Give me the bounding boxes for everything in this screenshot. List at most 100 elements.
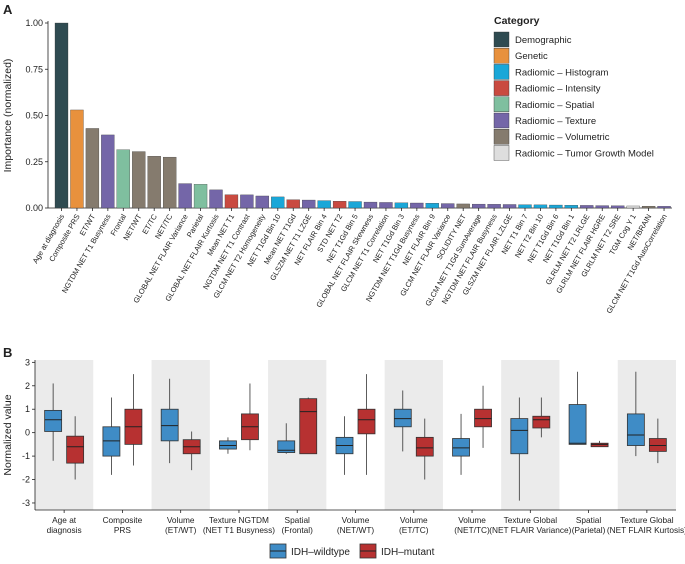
background-band bbox=[151, 360, 210, 510]
legend-label: Radiomic – Intensity bbox=[515, 84, 601, 95]
legend-swatch bbox=[493, 80, 510, 96]
legend-label: Genetic bbox=[515, 51, 548, 62]
bar bbox=[240, 194, 254, 209]
box-wildtype bbox=[44, 383, 63, 461]
bar bbox=[178, 183, 192, 209]
x-tick-label-line2: (NET T1 Busyness) bbox=[203, 525, 275, 535]
x-tick-label-line1: Spatial bbox=[285, 515, 311, 525]
y-tick-label: 0.75 bbox=[25, 64, 43, 74]
x-tick-label-line1: Texture Global bbox=[620, 515, 674, 525]
box-mutant bbox=[357, 374, 376, 475]
y-tick-label: 1.00 bbox=[25, 18, 43, 28]
box bbox=[277, 440, 296, 453]
box-mutant bbox=[590, 440, 609, 448]
box-wildtype bbox=[335, 416, 354, 475]
y-axis-title: Normalized value bbox=[2, 394, 14, 475]
x-tick-label-line2: PRS bbox=[114, 525, 132, 535]
background-band bbox=[35, 360, 94, 510]
box-mutant bbox=[474, 385, 492, 448]
x-tick-label-line1: Age at bbox=[52, 515, 77, 525]
x-tick-label-line1: Texture NGTDM bbox=[209, 515, 269, 525]
bar bbox=[332, 201, 347, 209]
background-band bbox=[384, 360, 443, 510]
bar bbox=[224, 194, 239, 209]
bar bbox=[471, 203, 486, 209]
box-wildtype bbox=[219, 437, 237, 454]
bar bbox=[564, 205, 578, 209]
box-mutant bbox=[66, 416, 85, 480]
x-tick-label-line1: Volume bbox=[400, 515, 428, 525]
x-tick-label-line2: (ET/WT) bbox=[165, 525, 197, 535]
box bbox=[299, 398, 318, 455]
y-tick-label: -3 bbox=[22, 498, 30, 508]
bar bbox=[54, 22, 69, 209]
legend-title: Category bbox=[494, 15, 540, 27]
bar bbox=[595, 205, 609, 209]
y-tick-label: 1 bbox=[25, 404, 30, 414]
y-tick-label: -1 bbox=[22, 451, 30, 461]
box bbox=[102, 426, 121, 457]
background-band bbox=[501, 360, 560, 510]
box-mutant bbox=[182, 431, 201, 471]
box-wildtype bbox=[626, 371, 645, 457]
boxplot-chart: -3 -2 -1 0 1 2 3 Normalized value Age atdiagnosi… bbox=[2, 357, 685, 535]
x-tick-label-line1: Volume bbox=[167, 515, 195, 525]
category-legend: Category Demographic Genetic Radiomic – His… bbox=[493, 15, 654, 161]
legend-label: Radiomic – Histogram bbox=[515, 67, 609, 78]
box bbox=[219, 440, 237, 450]
x-tick-label-line2: (NET/WT) bbox=[337, 525, 375, 535]
box-mutant bbox=[648, 418, 667, 464]
y-tick-label: 0.50 bbox=[25, 111, 43, 121]
bar bbox=[580, 205, 594, 209]
y-tick-label: 0 bbox=[25, 428, 30, 438]
x-tick-label-line1: Volume bbox=[342, 515, 370, 525]
bar bbox=[363, 201, 378, 209]
bar bbox=[394, 202, 409, 209]
bar bbox=[425, 203, 439, 209]
bar bbox=[456, 203, 470, 209]
y-tick-label: 0.25 bbox=[25, 157, 43, 167]
box-mutant bbox=[124, 374, 143, 466]
x-tick-label-line2: (Frontal) bbox=[282, 525, 314, 535]
x-tick-label-line1: Composite bbox=[103, 515, 143, 525]
x-tick-label-line1: Volume bbox=[458, 515, 486, 525]
bar bbox=[286, 199, 300, 209]
box bbox=[44, 409, 63, 432]
y-axis-title: Importance (normalized) bbox=[2, 59, 14, 173]
box bbox=[160, 408, 179, 442]
x-tick-label-line1: Texture Global bbox=[504, 515, 558, 525]
x-tick-label-line2: diagnosis bbox=[47, 525, 82, 535]
x-tick-label-line1: Spatial bbox=[576, 515, 602, 525]
background-band bbox=[268, 360, 327, 510]
box bbox=[452, 438, 470, 457]
legend-label: Radiomic – Spatial bbox=[515, 100, 594, 111]
legend-label: Demographic bbox=[515, 35, 572, 46]
box bbox=[532, 415, 551, 429]
bar bbox=[132, 151, 146, 209]
box bbox=[393, 408, 412, 428]
bar bbox=[147, 156, 161, 209]
panel-label-a: A bbox=[3, 2, 13, 17]
legend-swatch bbox=[493, 31, 510, 48]
box bbox=[415, 436, 434, 457]
x-tick-label-line2: (NET FLAIR Variance) bbox=[489, 525, 571, 535]
legend-label: Radiomic – Texture bbox=[515, 116, 596, 127]
box bbox=[357, 408, 376, 435]
bar bbox=[379, 202, 393, 209]
legend-swatch bbox=[493, 64, 510, 80]
box-mutant bbox=[532, 397, 551, 438]
box-mutant bbox=[241, 383, 259, 451]
y-tick-label: 3 bbox=[25, 357, 30, 367]
bar bbox=[533, 204, 548, 209]
bar bbox=[271, 196, 285, 209]
box-wildtype bbox=[452, 413, 470, 475]
box-wildtype bbox=[568, 371, 587, 445]
bar bbox=[209, 189, 223, 209]
idh-legend: IDH–wildtype IDH–mutant bbox=[269, 543, 435, 559]
bar bbox=[193, 184, 208, 209]
box-mutant bbox=[415, 418, 434, 480]
bar bbox=[410, 202, 424, 209]
bar bbox=[348, 201, 362, 209]
legend-label: Radiomic – Tumor Growth Model bbox=[515, 148, 654, 159]
box-wildtype bbox=[277, 423, 296, 454]
